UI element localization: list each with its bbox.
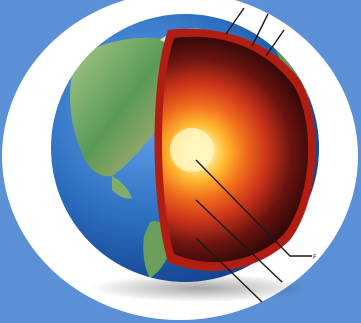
mantle-and-core: [162, 36, 309, 263]
leader-line-3: [265, 29, 285, 57]
leader-line-mantle: [195, 237, 263, 303]
leader-line-inner-core: [195, 159, 312, 257]
top-leader-lines: [225, 7, 285, 57]
central-america-landmass: [112, 176, 132, 199]
north-america-landmass: [70, 37, 176, 177]
bottom-leader-lines: [195, 159, 312, 303]
leader-line-2: [251, 13, 269, 47]
leader-line-outer-core: [195, 199, 283, 283]
leader-line-1: [225, 7, 245, 35]
leader-label-marker: F: [313, 254, 317, 261]
inner-core: [170, 128, 214, 172]
